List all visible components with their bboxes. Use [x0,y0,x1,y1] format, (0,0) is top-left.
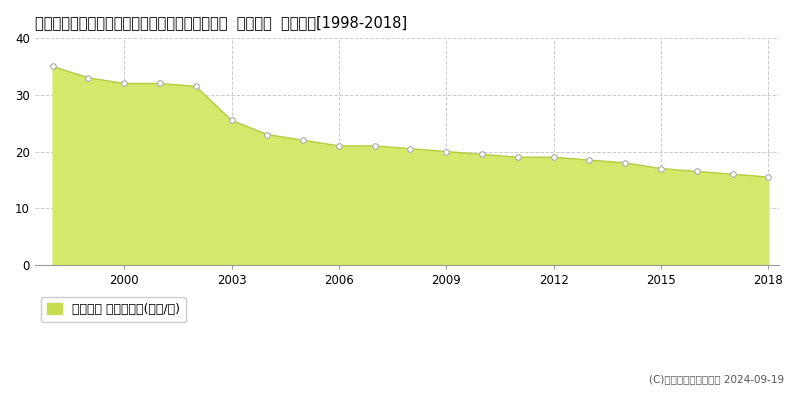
Text: (C)土地価格ドットコム 2024-09-19: (C)土地価格ドットコム 2024-09-19 [649,374,784,384]
Text: 愛知県知多郡武豊町大字東大高字北浜田１６番外  公示地価  地価推移[1998-2018]: 愛知県知多郡武豊町大字東大高字北浜田１６番外 公示地価 地価推移[1998-20… [34,15,407,30]
Legend: 公示地価 平均坪単価(万円/坪): 公示地価 平均坪単価(万円/坪) [41,297,186,322]
